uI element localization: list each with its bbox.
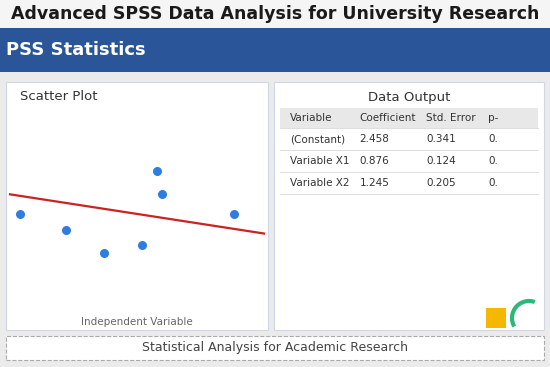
Text: Advanced SPSS Data Analysis for University Research: Advanced SPSS Data Analysis for Universi… <box>11 5 539 23</box>
Text: Std. Error: Std. Error <box>426 113 476 123</box>
FancyBboxPatch shape <box>0 0 550 28</box>
Text: 2.458: 2.458 <box>359 134 389 144</box>
Point <box>16 211 25 217</box>
Point <box>100 250 108 256</box>
Text: 0.: 0. <box>488 178 498 188</box>
Text: 0.876: 0.876 <box>359 156 389 166</box>
Text: Coefficient: Coefficient <box>359 113 416 123</box>
Text: Independent Variable: Independent Variable <box>81 317 193 327</box>
Point <box>62 227 70 233</box>
Text: Statistical Analysis for Academic Research: Statistical Analysis for Academic Resear… <box>142 342 408 355</box>
Text: Variable: Variable <box>290 113 332 123</box>
FancyBboxPatch shape <box>274 82 544 330</box>
FancyBboxPatch shape <box>0 28 550 72</box>
Text: Scatter Plot: Scatter Plot <box>20 91 97 103</box>
Point <box>138 242 146 248</box>
Text: PSS Statistics: PSS Statistics <box>6 41 146 59</box>
Point <box>229 211 238 217</box>
Text: (Constant): (Constant) <box>290 134 345 144</box>
FancyBboxPatch shape <box>6 336 544 360</box>
Text: 0.: 0. <box>488 134 498 144</box>
Point <box>158 191 167 197</box>
Point <box>153 168 162 174</box>
Text: 0.124: 0.124 <box>426 156 456 166</box>
FancyBboxPatch shape <box>280 108 538 128</box>
FancyBboxPatch shape <box>486 308 506 328</box>
FancyBboxPatch shape <box>6 82 268 330</box>
Text: 1.245: 1.245 <box>359 178 389 188</box>
Text: 0.341: 0.341 <box>426 134 456 144</box>
Text: Variable X1: Variable X1 <box>290 156 349 166</box>
Text: p-: p- <box>488 113 499 123</box>
Text: Variable X2: Variable X2 <box>290 178 349 188</box>
Text: Data Output: Data Output <box>368 91 450 103</box>
Text: 0.205: 0.205 <box>426 178 456 188</box>
Text: 0.: 0. <box>488 156 498 166</box>
